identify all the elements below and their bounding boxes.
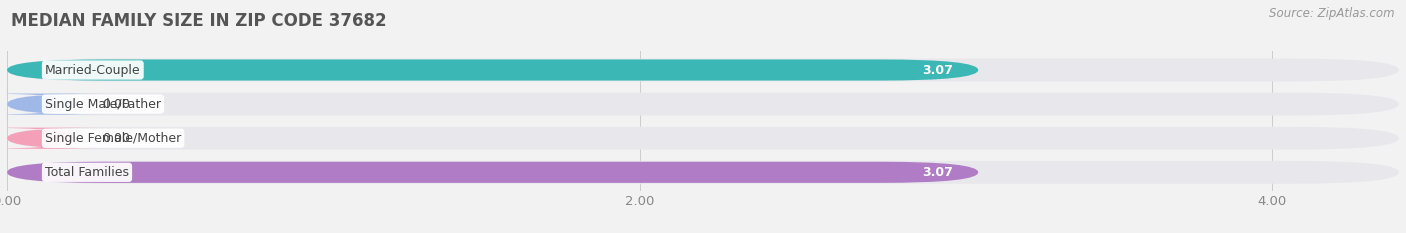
- FancyBboxPatch shape: [0, 128, 105, 149]
- FancyBboxPatch shape: [7, 58, 1399, 82]
- Text: 0.00: 0.00: [103, 98, 129, 111]
- Text: Total Families: Total Families: [45, 166, 129, 179]
- Text: 0.00: 0.00: [103, 132, 129, 145]
- Text: 3.07: 3.07: [922, 166, 953, 179]
- Text: 3.07: 3.07: [922, 64, 953, 76]
- FancyBboxPatch shape: [7, 161, 1399, 184]
- FancyBboxPatch shape: [7, 59, 979, 81]
- Text: Married-Couple: Married-Couple: [45, 64, 141, 76]
- FancyBboxPatch shape: [7, 162, 979, 183]
- FancyBboxPatch shape: [0, 93, 105, 115]
- Text: MEDIAN FAMILY SIZE IN ZIP CODE 37682: MEDIAN FAMILY SIZE IN ZIP CODE 37682: [11, 12, 387, 30]
- FancyBboxPatch shape: [7, 93, 1399, 116]
- Text: Source: ZipAtlas.com: Source: ZipAtlas.com: [1270, 7, 1395, 20]
- FancyBboxPatch shape: [7, 127, 1399, 150]
- Text: Single Female/Mother: Single Female/Mother: [45, 132, 181, 145]
- Text: Single Male/Father: Single Male/Father: [45, 98, 162, 111]
